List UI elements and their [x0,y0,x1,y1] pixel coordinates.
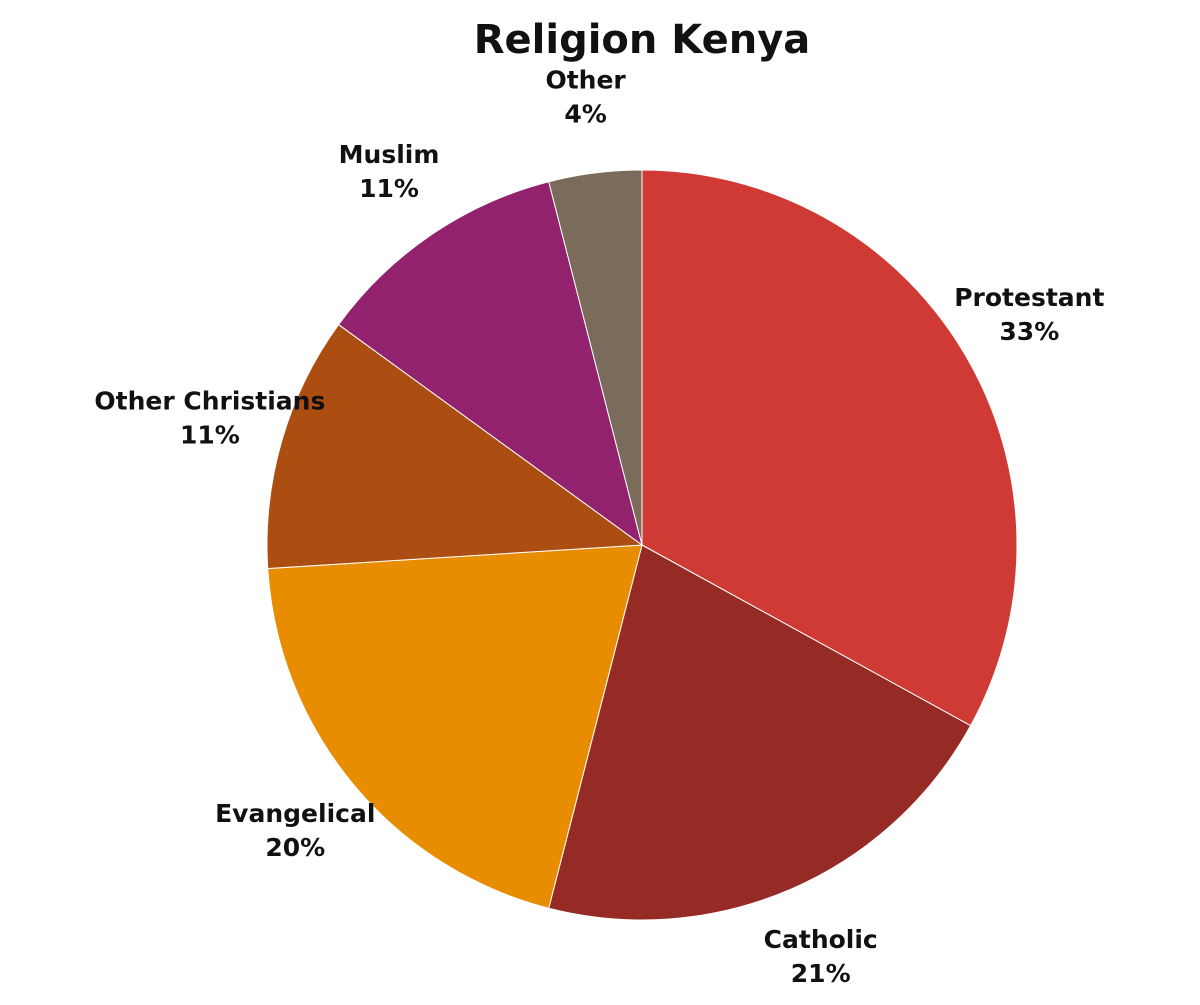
slice-value: 21% [791,959,851,988]
slice-value: 11% [359,174,419,203]
slice-value: 20% [265,833,325,862]
slice-label: Other [545,66,626,95]
slice-label: Muslim [339,140,440,169]
slice-value: 4% [564,100,606,129]
slice-label: Other Christians [94,386,325,415]
pie-slice [641,169,1018,727]
pie-slice [266,323,644,570]
pie-slice [267,544,643,909]
pie-slice [337,181,643,547]
chart-title: Religion Kenya [474,17,811,63]
pie-slice [548,544,972,921]
slice-value: 11% [180,420,240,449]
pie-slice [548,169,643,546]
slice-value: 33% [999,317,1059,346]
slice-label: Evangelical [215,799,375,828]
slice-label: Catholic [764,925,878,954]
slice-label: Protestant [954,283,1104,312]
